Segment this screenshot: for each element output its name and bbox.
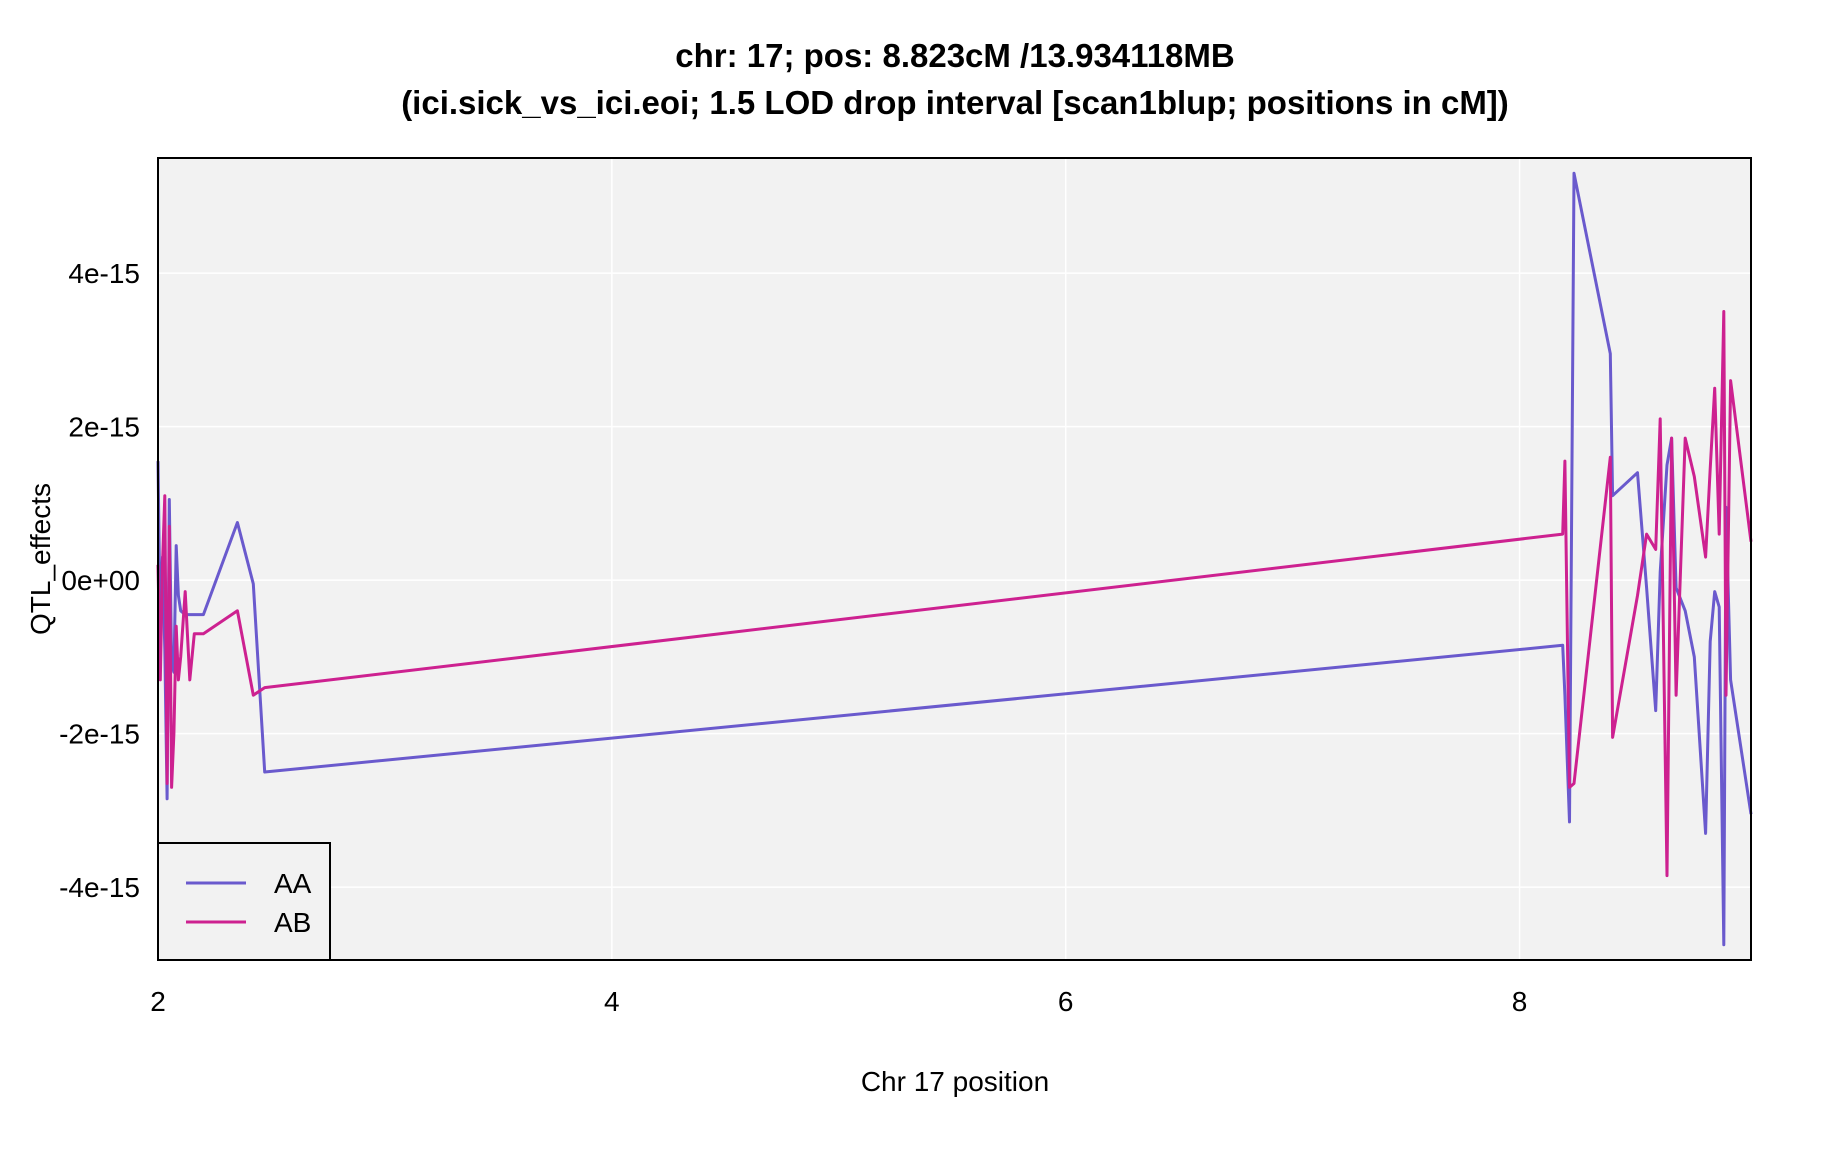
x-tick-label: 4	[604, 986, 620, 1017]
legend: AA AB	[157, 842, 331, 961]
x-tick-label: 8	[1512, 986, 1528, 1017]
grid-lines	[157, 158, 1751, 960]
x-tick-label: 6	[1058, 986, 1074, 1017]
y-tick-label: 2e-15	[68, 412, 140, 443]
x-axis-title: Chr 17 position	[861, 1066, 1049, 1097]
x-axis-ticks: 2 4 6 8	[150, 986, 1527, 1017]
plot-frame	[157, 157, 1752, 961]
chart-title: chr: 17; pos: 8.823cM /13.934118MB	[675, 37, 1234, 74]
y-tick-label: 4e-15	[68, 258, 140, 289]
y-axis-ticks: -4e-15 -2e-15 0e+00 2e-15 4e-15	[59, 258, 140, 903]
chart-subtitle: (ici.sick_vs_ici.eoi; 1.5 LOD drop inter…	[401, 84, 1509, 121]
y-tick-label: -4e-15	[59, 872, 140, 903]
y-axis-title: QTL_effects	[25, 483, 56, 635]
series-line-aa	[156, 171, 1753, 947]
x-tick-label: 2	[150, 986, 166, 1017]
legend-label-aa: AA	[274, 868, 312, 899]
plot-background	[158, 158, 1751, 960]
legend-label-ab: AB	[274, 907, 311, 938]
y-tick-label: 0e+00	[61, 565, 140, 596]
y-tick-label: -2e-15	[59, 719, 140, 750]
legend-box	[157, 842, 331, 961]
series-line-ab	[156, 310, 1753, 878]
series-lines	[156, 171, 1753, 947]
